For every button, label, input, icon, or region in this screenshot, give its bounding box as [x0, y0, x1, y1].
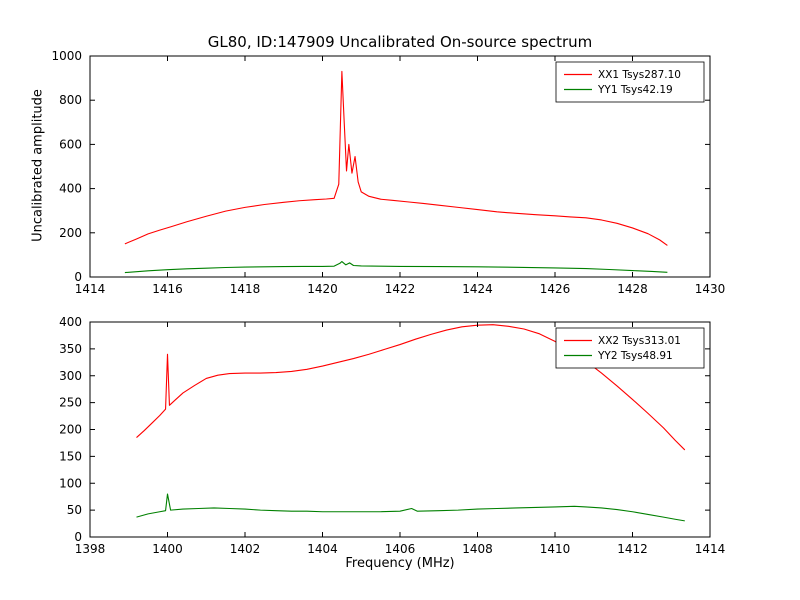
y-tick-label: 400 — [59, 315, 82, 329]
y-tick-label: 250 — [59, 396, 82, 410]
x-tick-label: 1420 — [307, 282, 338, 296]
x-tick-label: 1422 — [385, 282, 416, 296]
chart-title: GL80, ID:147909 Uncalibrated On-source s… — [207, 33, 593, 51]
y-tick-label: 200 — [59, 226, 82, 240]
y-tick-label: 800 — [59, 93, 82, 107]
y-tick-label: 600 — [59, 137, 82, 151]
x-tick-label: 1414 — [75, 282, 106, 296]
x-tick-label: 1428 — [617, 282, 648, 296]
x-tick-label: 1408 — [462, 542, 493, 556]
x-axis-label: Frequency (MHz) — [345, 556, 455, 571]
y-tick-label: 400 — [59, 182, 82, 196]
x-tick-label: 1402 — [230, 542, 261, 556]
x-tick-label: 1416 — [152, 282, 183, 296]
y-tick-label: 0 — [74, 270, 82, 284]
x-tick-label: 1426 — [540, 282, 571, 296]
x-tick-label: 1410 — [540, 542, 571, 556]
y-tick-label: 350 — [59, 342, 82, 356]
y-tick-label: 300 — [59, 369, 82, 383]
x-tick-label: 1424 — [462, 282, 493, 296]
series-line — [136, 493, 685, 522]
x-tick-label: 1400 — [152, 542, 183, 556]
y-tick-label: 1000 — [51, 49, 82, 63]
legend-entry-label: YY2 Tsys48.91 — [597, 350, 673, 362]
series-line — [124, 260, 668, 274]
x-tick-label: 1430 — [695, 282, 726, 296]
x-tick-label: 1398 — [75, 542, 106, 556]
series-line — [124, 70, 668, 246]
y-tick-label: 50 — [67, 503, 82, 517]
y-tick-label: 0 — [74, 530, 82, 544]
legend-entry-label: YY1 Tsys42.19 — [597, 84, 673, 96]
x-tick-label: 1418 — [230, 282, 261, 296]
x-tick-label: 1406 — [385, 542, 416, 556]
y-tick-label: 200 — [59, 423, 82, 437]
legend-box — [555, 61, 705, 103]
x-tick-label: 1414 — [695, 542, 726, 556]
x-tick-label: 1412 — [617, 542, 648, 556]
legend-entry-label: XX1 Tsys287.10 — [598, 69, 681, 81]
y-tick-label: 150 — [59, 449, 82, 463]
x-tick-label: 1404 — [307, 542, 338, 556]
legend-box — [555, 327, 705, 369]
y-tick-label: 100 — [59, 476, 82, 490]
legend-entry-label: XX2 Tsys313.01 — [598, 335, 681, 347]
